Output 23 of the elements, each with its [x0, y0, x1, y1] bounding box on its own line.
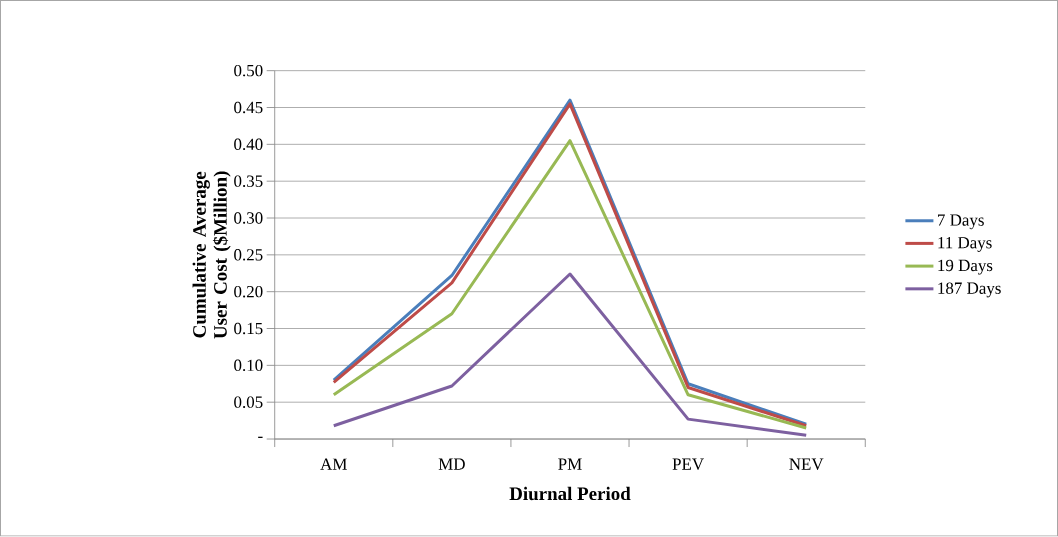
- y-tick-label: 0.45: [234, 101, 263, 114]
- legend-label: 187 Days: [938, 282, 1001, 298]
- y-tick-label: 0.40: [234, 138, 263, 151]
- legend-label: 19 Days: [938, 259, 993, 275]
- y-axis-title: Cumulative Average User Cost ($Million): [192, 171, 231, 339]
- y-tick-label: 0.20: [234, 286, 263, 298]
- legend-label: 7 Days: [938, 214, 984, 230]
- y-tick-label: 0.10: [234, 359, 263, 372]
- y-tick-label: 0.50: [234, 65, 263, 77]
- y-tick-label: 0.15: [234, 323, 263, 335]
- y-tick-label: 0.05: [234, 396, 263, 409]
- y-tick-label: 0.35: [234, 175, 263, 188]
- x-tick-label: MD: [438, 458, 465, 470]
- x-tick-label: PEV: [672, 458, 704, 471]
- x-tick-label: PM: [558, 458, 582, 470]
- x-tick-label: NEV: [789, 458, 824, 471]
- x-axis-title: Diurnal Period: [509, 487, 631, 501]
- y-tick-label: 0.30: [234, 212, 263, 225]
- legend-label: 11 Days: [938, 237, 992, 253]
- x-tick-label: AM: [320, 458, 347, 470]
- line-series: [332, 272, 808, 438]
- y-tick-label: 0.25: [234, 249, 263, 261]
- y-tick-label: -: [258, 436, 263, 439]
